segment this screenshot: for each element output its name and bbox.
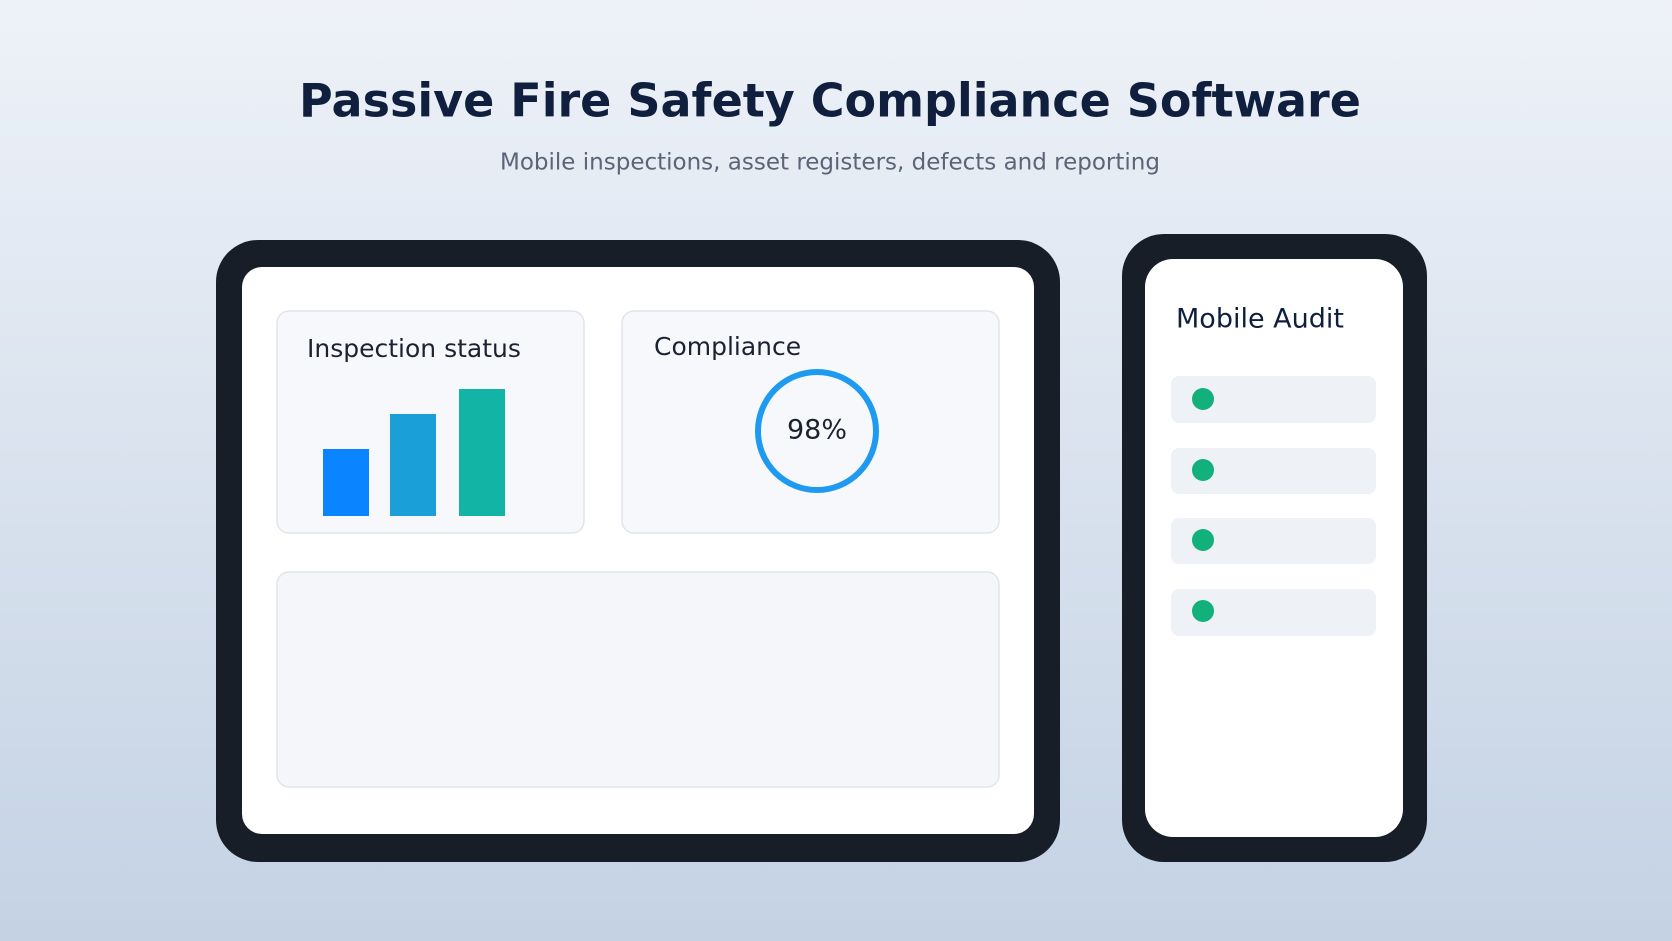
- audit-list: [1171, 376, 1376, 636]
- status-dot: [1192, 388, 1214, 410]
- status-dot: [1192, 600, 1214, 622]
- compliance-ring: [755, 369, 879, 493]
- placeholder-panel: [276, 571, 1000, 788]
- phone-title: Mobile Audit: [1176, 304, 1344, 335]
- status-bar: [459, 389, 505, 516]
- audit-row: [1171, 589, 1376, 636]
- status-dot: [1192, 529, 1214, 551]
- audit-row: [1171, 376, 1376, 423]
- status-dot: [1192, 459, 1214, 481]
- status-bar: [390, 414, 436, 516]
- audit-row: [1171, 448, 1376, 494]
- status-bar: [323, 449, 369, 516]
- compliance-card: [621, 310, 1000, 534]
- page-title: Passive Fire Safety Compliance Software: [299, 74, 1361, 128]
- card-title: Inspection status: [307, 334, 521, 363]
- compliance-value: 98%: [787, 415, 847, 446]
- page-subtitle: Mobile inspections, asset registers, def…: [500, 150, 1160, 176]
- audit-row: [1171, 518, 1376, 564]
- card-title: Compliance: [654, 332, 801, 361]
